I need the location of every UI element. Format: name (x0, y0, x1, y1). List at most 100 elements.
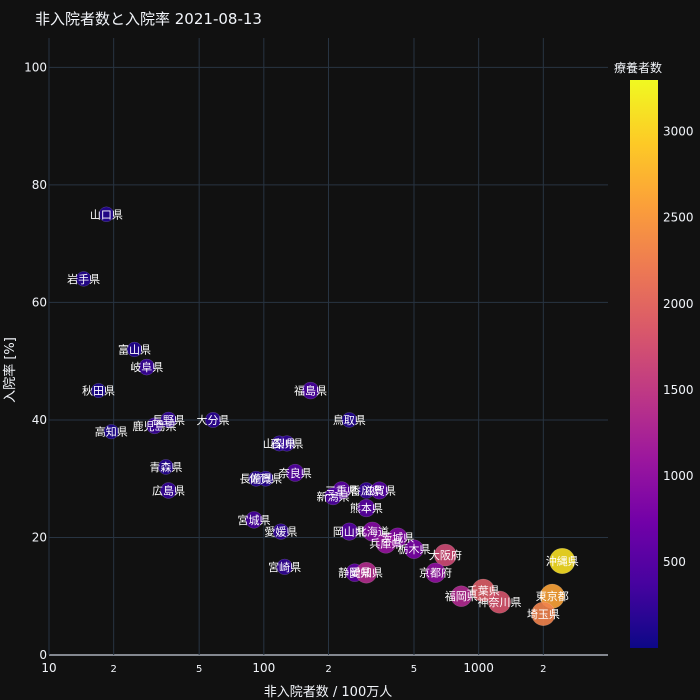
data-point (450, 585, 472, 607)
data-point (286, 463, 305, 482)
y-tick-label: 60 (32, 295, 47, 309)
point-label: 奈良県 (279, 466, 312, 480)
y-tick-label: 80 (32, 178, 47, 192)
data-point (549, 547, 576, 575)
data-point (158, 459, 174, 475)
point-label: 福岡県 (445, 589, 478, 603)
point-label: 熊本県 (350, 501, 383, 515)
grid-lines (48, 38, 608, 656)
point-label: 福島県 (294, 384, 327, 398)
point-label: 青森県 (149, 460, 182, 474)
x-tick-label: 100 (252, 661, 275, 675)
point-label: 北海道 (356, 525, 389, 539)
data-point (276, 558, 293, 575)
data-point (245, 511, 263, 529)
x-tick-label: 10 (41, 661, 56, 675)
data-point (160, 411, 177, 429)
point-label: 東京都 (536, 589, 569, 603)
data-point (425, 562, 446, 583)
point-label: 長野県 (152, 414, 185, 427)
colorbar-tick-label: 3000 (663, 125, 694, 139)
point-label: 広島県 (152, 483, 185, 497)
point-label: 山梨県 (263, 436, 296, 450)
data-point (404, 539, 424, 559)
point-label: 静岡県 (338, 566, 371, 580)
colorbar-ticks: 500 1000 1500 2000 2500 3000 (663, 125, 694, 569)
y-tick-label: 20 (32, 530, 47, 544)
data-point (205, 411, 221, 428)
point-label: 滋賀県 (363, 484, 396, 497)
data-point (146, 417, 163, 435)
colorbar-tick-label: 1500 (663, 383, 694, 397)
data-point (434, 543, 457, 567)
point-label: 宮城県 (237, 513, 270, 527)
data-point (138, 358, 156, 376)
colorbar-title: 療養者数 (614, 60, 662, 75)
colorbar-gradient (630, 80, 658, 648)
x-tick-label: 2 (540, 664, 546, 675)
point-label: 富山県 (118, 342, 151, 356)
data-point (301, 381, 320, 400)
point-label: 鹿児島県 (133, 419, 177, 433)
point-label: 佐賀県 (249, 472, 282, 486)
point-label: 大分県 (197, 413, 230, 427)
data-point (362, 521, 383, 542)
colorbar-tick-label: 2000 (663, 297, 694, 311)
point-label: 長崎県 (240, 472, 273, 486)
x-axis-title: 非入院者数 / 100万人 (264, 685, 392, 700)
x-tick-label: 5 (196, 664, 202, 675)
point-label: 沖縄県 (546, 554, 579, 568)
data-point (370, 481, 389, 500)
point-label: 高知県 (95, 425, 128, 439)
x-tick-label: 5 (411, 664, 417, 675)
data-point (126, 341, 143, 358)
y-tick-label: 100 (24, 60, 47, 74)
data-point (278, 435, 295, 452)
point-label: 岐阜県 (130, 361, 163, 374)
y-axis-title: 入院率 [%] (2, 337, 18, 403)
data-point (98, 206, 115, 223)
data-point (471, 578, 495, 602)
data-points (75, 206, 576, 626)
point-label: 岡山県 (333, 526, 366, 539)
point-label: 山口県 (90, 208, 123, 221)
point-label: 栃木県 (397, 542, 430, 556)
data-point (355, 562, 378, 584)
data-point (75, 271, 92, 287)
point-label: 京都府 (419, 566, 452, 580)
x-tick-label: 2 (110, 664, 116, 675)
point-label: 埼玉県 (527, 607, 560, 621)
colorbar: 療養者数 500 1000 1500 2000 2500 3000 (614, 60, 694, 648)
colorbar-tick-label: 1000 (663, 469, 694, 483)
data-point (91, 383, 106, 399)
data-point (488, 590, 511, 614)
point-label: 秋田県 (82, 384, 115, 398)
point-label: 香川県 (350, 484, 383, 497)
data-point (341, 412, 358, 428)
point-label: 宮崎県 (268, 560, 301, 574)
axes: 0 20 40 60 80 100 10 2 5 100 2 5 1000 2 (24, 60, 546, 675)
data-point (357, 499, 376, 518)
data-point (375, 533, 397, 554)
point-label: 愛媛県 (264, 525, 297, 539)
data-point (103, 424, 119, 440)
point-label: 石川県 (270, 437, 303, 450)
point-label: 茨城県 (381, 530, 414, 544)
colorbar-tick-label: 2500 (663, 211, 694, 225)
data-point (340, 522, 359, 541)
data-point (160, 482, 177, 499)
data-point (531, 601, 556, 626)
colorbar-tick-label: 500 (663, 555, 686, 569)
point-label: 大阪府 (429, 548, 462, 562)
data-point (272, 523, 289, 540)
y-tick-label: 0 (39, 648, 47, 662)
point-label: 千葉県 (467, 583, 500, 597)
point-label: 新潟県 (317, 489, 350, 503)
point-label: 愛知県 (350, 566, 383, 580)
point-label: 三重県 (325, 483, 358, 497)
point-label: 神奈川県 (477, 595, 521, 609)
chart-title: 非入院者数と入院率 2021-08-13 (35, 10, 262, 28)
point-label: 鳥取県 (333, 413, 366, 427)
